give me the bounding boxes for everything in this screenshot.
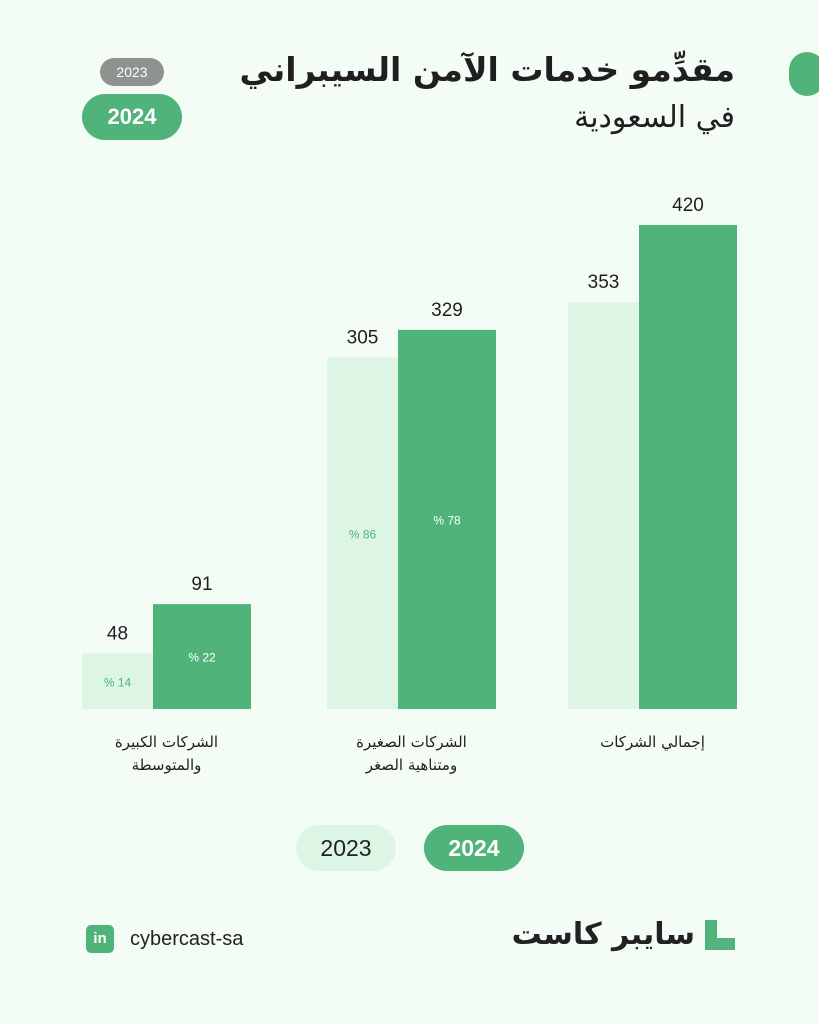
brand-name: سايبر كاست [511, 917, 695, 952]
category-label-1-1: ومتناهية الصغر [365, 756, 457, 774]
bar-2024-1 [398, 329, 496, 709]
category-label-0-1: والمتوسطة [132, 756, 202, 774]
bar-2023-2 [568, 302, 639, 709]
bar-2024-2 [639, 225, 737, 709]
share-label-2024-0: % 22 [188, 651, 216, 665]
logo-mark-icon [705, 919, 735, 950]
bar-2024-0 [153, 604, 251, 709]
value-label-2024-2: 420 [672, 195, 704, 216]
chart-subtitle: في السعودية [574, 100, 735, 135]
share-label-2024-1: % 78 [433, 513, 461, 527]
value-label-2024-1: 329 [431, 300, 463, 321]
value-label-2024-0: 91 [191, 574, 212, 595]
bar-chart: 48 % 14 91 % 22 الشركات الكبيرة والمتوسطة 305%… [82, 195, 737, 774]
value-label-2023-1: 305 [347, 328, 379, 349]
legend-2023-top: 2023 [100, 58, 164, 86]
category-label-1-0: الشركات الصغيرة [356, 733, 467, 751]
legend-2024-bottom: 2024 [424, 825, 524, 871]
share-label-2023-1: % 86 [349, 527, 377, 541]
linkedin-icon: in [86, 925, 114, 953]
bar-2023-0 [82, 653, 153, 709]
social-link[interactable]: in cybercast-sa [86, 925, 243, 953]
corner-decoration [789, 52, 819, 96]
social-handle: cybercast-sa [130, 927, 244, 950]
category-label-0-0: الشركات الكبيرة [115, 733, 218, 751]
value-label-2023-0: 48 [107, 624, 128, 645]
legend-2024-top: 2024 [82, 94, 182, 140]
legend-2023-bottom: 2023 [296, 825, 396, 871]
bar-2023-1 [327, 357, 398, 709]
chart-title: مقدِّمو خدمات الآمن السيبراني [239, 50, 735, 89]
brand-logo: سايبر كاست [512, 917, 737, 952]
category-label-2-0: إجمالي الشركات [600, 733, 705, 752]
value-label-2023-2: 353 [588, 272, 620, 293]
share-label-2023-0: % 14 [104, 675, 132, 689]
